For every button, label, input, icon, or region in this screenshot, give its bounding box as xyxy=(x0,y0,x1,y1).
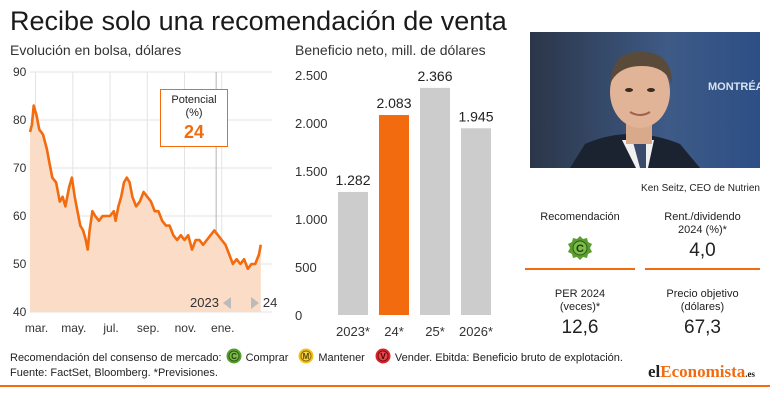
hold-icon: M xyxy=(298,348,314,367)
y-tick-label: 1.500 xyxy=(295,164,328,179)
buy-icon-letter: C xyxy=(231,352,237,361)
ceo-photo: MONTRÉAL xyxy=(530,32,760,168)
y-tick-label: 50 xyxy=(13,257,27,271)
buy-badge-icon: C xyxy=(567,235,593,266)
y-tick-label: 80 xyxy=(13,113,27,127)
bar-chart-subtitle: Beneficio neto, mill. de dólares xyxy=(295,42,486,58)
divider xyxy=(525,268,635,270)
potential-value: 24 xyxy=(183,122,205,142)
logo-part-3: .es xyxy=(745,369,756,379)
net-profit-chart: 0 500 1.000 1.500 2.000 2.500 1.282 2023* 2.083 2… xyxy=(295,68,494,339)
potential-box: Potencial (%) 24 xyxy=(160,89,228,147)
year-right-label: 24 xyxy=(262,295,278,310)
bar-value-label: 2.366 xyxy=(417,68,452,84)
x-category-label: 2023* xyxy=(336,324,370,339)
hold-icon-letter: M xyxy=(303,352,310,361)
bar-value-label: 1.945 xyxy=(458,108,493,124)
buy-icon: C xyxy=(226,348,242,367)
year-left-label: 2023 xyxy=(190,295,219,310)
legend-buy: Comprar xyxy=(245,351,289,364)
y-tick-label: 90 xyxy=(13,65,27,79)
y-tick-label: 2.000 xyxy=(295,116,328,131)
legend: Recomendación del consenso de mercado: C… xyxy=(10,348,623,367)
y-tick-label: 70 xyxy=(13,161,27,175)
photo-caption: Ken Seitz, CEO de Nutrien xyxy=(641,183,760,194)
bar-value-label: 1.282 xyxy=(335,172,370,188)
source-note: Fuente: FactSet, Bloomberg. *Previsiones… xyxy=(10,367,218,379)
bar-0 xyxy=(338,191,368,315)
buy-badge-letter: C xyxy=(576,243,584,255)
y-tick-label: 1.000 xyxy=(295,212,328,227)
divider xyxy=(645,268,760,270)
potential-label: Potencial (%) xyxy=(171,94,217,119)
x-tick-label: ene. xyxy=(211,321,234,335)
price-line xyxy=(28,104,263,271)
dividend-label: Rent./dividendo 2024 (%)* xyxy=(664,211,741,236)
y-tick-label: 60 xyxy=(13,209,27,223)
x-tick-label: nov. xyxy=(175,321,197,335)
triangle-right-icon xyxy=(250,296,259,309)
x-category-label: 25* xyxy=(425,324,445,339)
logo-part-2: Economista xyxy=(660,362,746,381)
bar-2 xyxy=(420,87,450,315)
page-title: Recibe solo una recomendación de venta xyxy=(10,6,507,36)
sell-icon: V xyxy=(375,348,391,367)
recommendation-label: Recomendación xyxy=(540,211,620,223)
per-value: 12,6 xyxy=(561,317,599,338)
stock-price-chart: 40 50 60 70 80 90 mar. may. jul. sep. nov. ene. xyxy=(13,65,272,335)
backdrop-text: MONTRÉAL xyxy=(708,80,760,93)
x-tick-label: may. xyxy=(61,321,86,335)
bar-1 xyxy=(379,115,409,315)
year-marker: 2023 24 xyxy=(190,295,277,310)
per-label: PER 2024 (veces)* xyxy=(554,288,606,313)
x-tick-label: sep. xyxy=(137,321,160,335)
x-category-label: 2026* xyxy=(459,324,493,339)
publisher-logo: elEconomista.es xyxy=(648,362,755,382)
y-tick-label: 500 xyxy=(295,260,317,275)
bar-3 xyxy=(461,128,491,315)
price-area xyxy=(30,105,261,312)
x-tick-label: mar. xyxy=(25,321,48,335)
x-category-label: 24* xyxy=(384,324,404,339)
y-tick-label: 2.500 xyxy=(295,68,328,83)
y-tick-label: 0 xyxy=(295,308,302,323)
legend-hold: Mantener xyxy=(318,351,365,364)
legend-sell: Vender. Ebitda: Beneficio bruto de explo… xyxy=(394,351,623,364)
legend-intro: Recomendación del consenso de mercado: xyxy=(10,351,222,364)
target-price-value: 67,3 xyxy=(684,317,721,338)
line-chart-subtitle: Evolución en bolsa, dólares xyxy=(10,42,182,58)
triangle-left-icon xyxy=(222,296,231,309)
bar-value-label: 2.083 xyxy=(376,95,411,111)
footer-rule xyxy=(0,385,770,387)
target-price-label: Precio objetivo (dólares) xyxy=(666,288,739,313)
y-tick-label: 40 xyxy=(13,305,27,319)
dividend-value: 4,0 xyxy=(689,240,716,261)
sell-icon-letter: V xyxy=(380,352,386,361)
x-tick-label: jul. xyxy=(102,321,118,335)
logo-part-1: el xyxy=(648,362,661,381)
